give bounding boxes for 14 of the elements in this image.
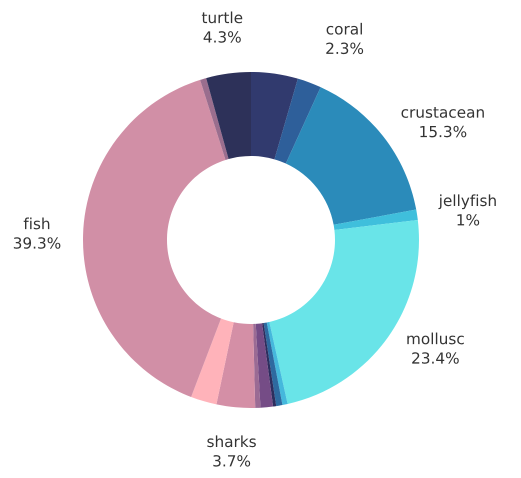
slice-label: mollusc: [407, 332, 464, 344]
slice-label: coral: [326, 22, 362, 35]
data-label: 23.4%: [412, 352, 459, 364]
slice-label: turtle: [202, 11, 242, 24]
slice-label: sharks: [207, 435, 256, 448]
data-label: 2.3%: [326, 42, 364, 54]
data-label: 15.3%: [420, 126, 466, 138]
data-label: 1%: [457, 214, 480, 226]
slice-label: jellyfish: [438, 194, 496, 210]
data-label: 3.7%: [213, 455, 250, 467]
slice-label: fish: [24, 218, 50, 230]
data-label: 39.3%: [14, 237, 60, 249]
slice-label: crustacean: [401, 106, 484, 118]
data-label: 4.3%: [204, 31, 241, 43]
